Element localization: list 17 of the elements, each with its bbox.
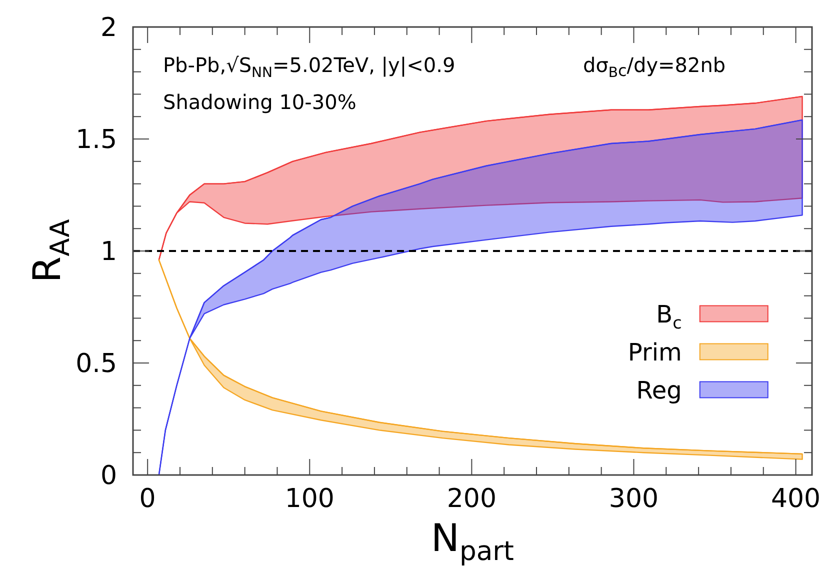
legend-label: Prim: [628, 338, 682, 367]
legend-label: B$_{c}$: [656, 300, 682, 333]
y-tick-label: 2: [100, 13, 117, 43]
y-tick-label: 0: [100, 461, 117, 491]
x-tick-label: 200: [446, 484, 497, 514]
x-tick-label: 300: [608, 484, 659, 514]
annotation: dσ$_{B}$$_{c}$/dy=82nb: [583, 53, 726, 81]
x-tick-label: 0: [139, 484, 156, 514]
annotation: Pb-Pb,√S$_{NN}$=5.02TeV, |y|<0.9: [163, 53, 456, 81]
x-tick-label: 400: [770, 484, 821, 514]
x-axis-title: N$_{part}$: [431, 516, 514, 568]
x-tick-label: 100: [284, 484, 334, 514]
legend-label: Reg: [636, 376, 682, 405]
annotation: Shadowing 10-30%: [163, 90, 356, 114]
y-tick-label: 1: [100, 237, 117, 267]
y-tick-label: 1.5: [76, 125, 117, 155]
y-tick-label: 0.5: [76, 349, 117, 379]
